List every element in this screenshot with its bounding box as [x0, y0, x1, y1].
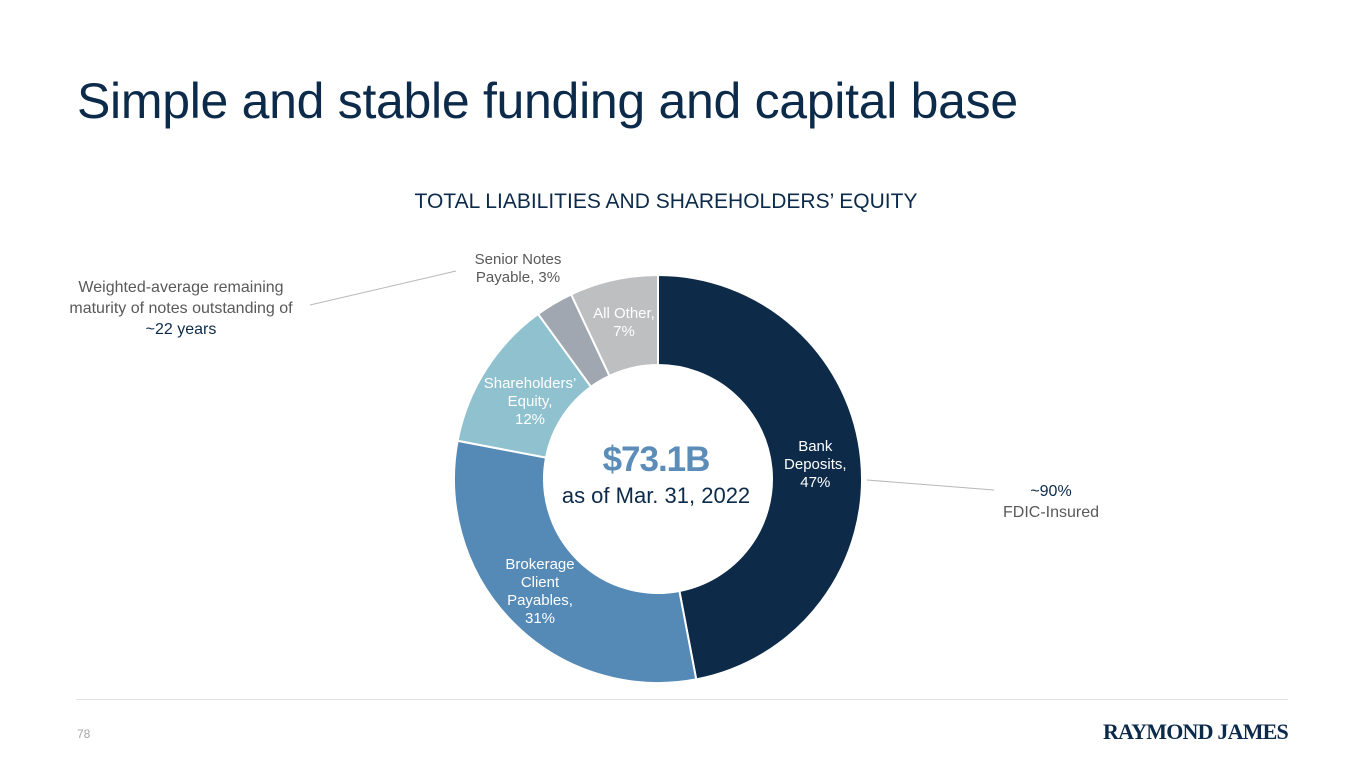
slice-label-2: Shareholders’ Equity, 12%: [484, 375, 577, 428]
donut-slice-0: [657, 273, 863, 681]
center-total-value: $73.1B: [602, 440, 711, 479]
slice-label-3: Senior Notes Payable, 3%: [475, 251, 562, 286]
footer-divider: [76, 699, 1288, 700]
page-title: Simple and stable funding and capital ba…: [77, 73, 1018, 129]
raymond-james-logo: RAYMOND JAMES: [1103, 719, 1289, 744]
fdic-text: FDIC-Insured: [1002, 504, 1100, 521]
slice-label-4: All Other, 7%: [593, 305, 655, 340]
page-number: 78: [77, 727, 91, 741]
donut-slice-4: [569, 273, 659, 378]
slice-label-1: Brokerage Client Payables, 31%: [505, 556, 574, 627]
bank-deposits-leader-line: [866, 479, 995, 491]
chart-title: TOTAL LIABILITIES AND SHAREHOLDERS’ EQUI…: [414, 190, 918, 213]
slice-label-0: Bank Deposits, 47%: [784, 438, 847, 491]
fdic-percent: ~90%: [1030, 483, 1072, 500]
center-as-of-date: as of Mar. 31, 2022: [561, 483, 751, 508]
notes-maturity-annotation: Weighted-average remaining maturity of n…: [66, 277, 296, 340]
donut-slice-1: [453, 439, 698, 684]
senior-notes-leader-line: [309, 270, 457, 306]
fdic-annotation: ~90% FDIC-Insured: [990, 481, 1112, 523]
notes-maturity-text: Weighted-average remaining maturity of n…: [69, 279, 293, 317]
notes-maturity-value: ~22 years: [145, 321, 217, 338]
